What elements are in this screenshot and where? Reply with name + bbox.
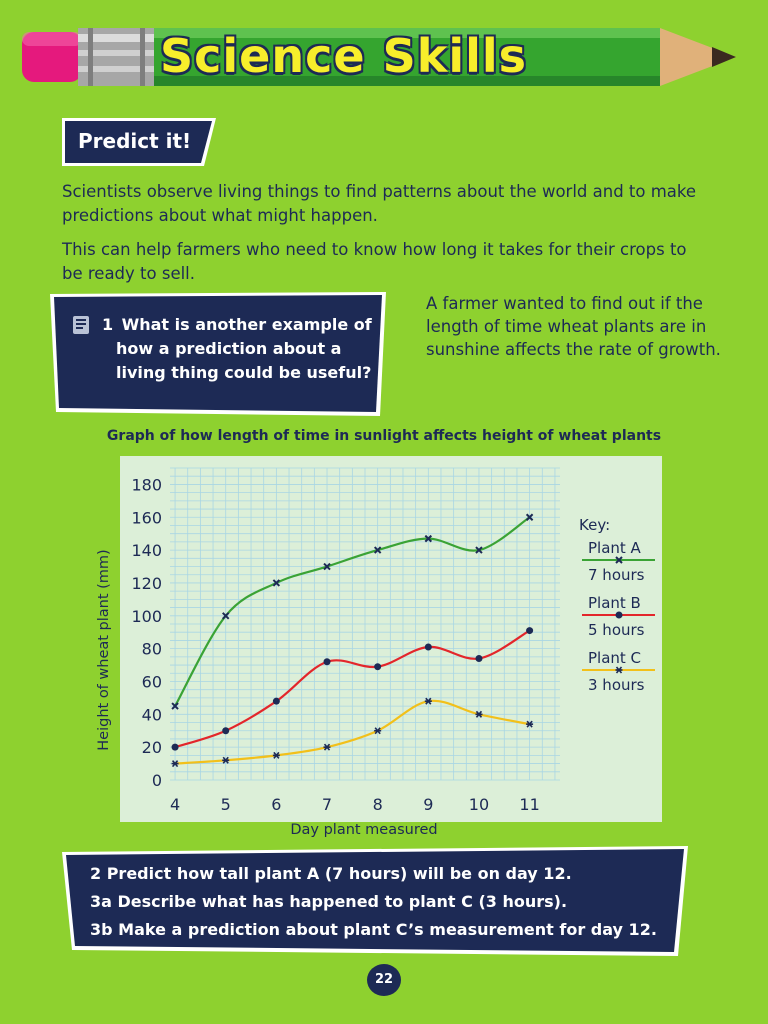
section-tag: Predict it! (62, 118, 216, 166)
x-axis-label: Day plant measured (290, 822, 438, 838)
header-banner: Science Skills (0, 0, 768, 110)
page-number: 22 (367, 964, 401, 996)
question-1-box-shape (50, 292, 386, 416)
y-axis-label: Height of wheat plant (mm) (96, 549, 112, 751)
question-1-line-3: living thing could be useful? (116, 363, 372, 382)
intro-paragraph-1: Scientists observe living things to find… (62, 182, 697, 225)
questions-box-shape (62, 846, 688, 956)
chart-title: Graph of how length of time in sunlight … (106, 428, 662, 444)
question-1-text-1: What is another example of (121, 315, 372, 334)
question-1-line-2: how a prediction about a (116, 339, 342, 358)
pencil-graphic (22, 28, 736, 86)
question-1-box (50, 292, 386, 416)
intro-paragraph-2: This can help farmers who need to know h… (62, 240, 687, 283)
question-3a: 3a Describe what has happened to plant C… (90, 892, 568, 911)
page-title: Science Skills (160, 29, 527, 83)
questions-box (62, 846, 688, 956)
section-tag-shape (62, 118, 216, 166)
notebook-icon (73, 316, 89, 334)
question-3b: 3b Make a prediction about plant C’s mea… (90, 920, 657, 939)
question-2: 2 Predict how tall plant A (7 hours) wil… (90, 864, 572, 883)
question-1-line-1: 1 What is another example of (102, 313, 372, 337)
question-1: 1 What is another example of how a predi… (102, 313, 372, 385)
question-1-number: 1 (102, 315, 114, 334)
plot-panel (120, 456, 662, 822)
experiment-description: A farmer wanted to find out if the lengt… (426, 294, 721, 359)
section-label: Predict it! (78, 129, 192, 153)
